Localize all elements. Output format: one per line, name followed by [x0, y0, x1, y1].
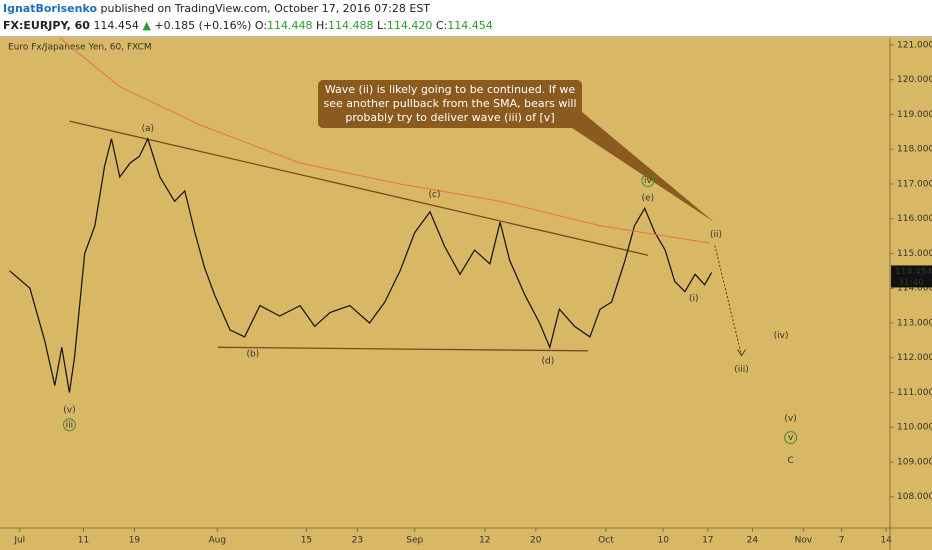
wave-label: iv	[644, 176, 653, 186]
ohlc-label: L:	[377, 19, 387, 32]
x-tick-label: 7	[839, 536, 845, 546]
y-tick-label: 116.000	[897, 214, 932, 224]
ohlc-label: O:	[254, 19, 268, 32]
low: L:114.420	[377, 19, 432, 32]
wave-label: iii	[66, 420, 74, 430]
y-tick-label: 120.000	[897, 75, 932, 85]
ohlc-label: C:	[435, 19, 448, 32]
price-tag	[891, 265, 932, 288]
wave-label: (b)	[247, 350, 260, 360]
wave-label: (c)	[428, 190, 440, 200]
y-tick-label: 117.000	[897, 179, 932, 189]
x-tick-label: Sep	[406, 536, 423, 546]
x-tick-label: 11	[78, 536, 89, 546]
x-tick-label: Aug	[208, 536, 226, 546]
callout-tail	[560, 112, 715, 223]
x-tick-label: 20	[530, 536, 542, 546]
author[interactable]: IgnatBorisenko	[3, 2, 98, 15]
wave-label: (e)	[642, 193, 655, 203]
wave-label: (iii)	[734, 365, 749, 375]
trendline	[69, 120, 649, 256]
y-tick-label: 113.000	[897, 318, 932, 328]
x-tick-label: 15	[301, 536, 312, 546]
y-tick-label: 112.000	[897, 353, 932, 363]
close: C:114.454	[436, 19, 493, 32]
projection-arrow	[714, 245, 743, 356]
x-tick-label: 19	[129, 536, 141, 546]
high: H:114.488	[316, 19, 373, 32]
x-tick-label: Oct	[598, 536, 614, 546]
wave-label: (v)	[63, 405, 75, 415]
x-tick-label: Jul	[13, 536, 25, 546]
label-circle	[62, 418, 76, 432]
x-tick-label: 14	[880, 536, 892, 546]
chart-title: Euro Fx/Japanese Yen, 60, FXCM	[8, 43, 152, 53]
x-tick-label: 10	[657, 536, 669, 546]
y-tick-label: 119.000	[897, 110, 932, 120]
callout: Wave (ii) is likely going to be continue…	[318, 80, 582, 128]
x-tick-label: 23	[352, 536, 363, 546]
series-line	[9, 137, 713, 393]
x-tick-label: 17	[702, 536, 713, 546]
symbol: FX:EURJPY, 60	[3, 19, 90, 32]
y-tick-label: 114.000	[897, 284, 932, 294]
open: O:114.448	[255, 19, 313, 32]
wave-label: (v)	[784, 414, 796, 424]
y-tick-label: 109.000	[897, 457, 932, 467]
header: IgnatBorisenko published on TradingView.…	[0, 0, 932, 37]
ohlc-value: 114.420	[386, 19, 433, 32]
label-circle	[641, 173, 655, 187]
y-tick-label: 121.000	[897, 40, 932, 50]
wave-label: (iv)	[774, 331, 789, 341]
series-line	[59, 37, 710, 244]
x-tick-label: Nov	[795, 536, 813, 546]
wave-label: v	[788, 433, 794, 443]
change: +0.185 (+0.16%)	[154, 19, 252, 32]
arrowhead	[737, 349, 746, 357]
y-tick-label: 108.000	[897, 492, 932, 502]
wave-label: (ii)	[710, 230, 722, 240]
y-tick-label: 110.000	[897, 423, 932, 433]
published: published on TradingView.com, October 17…	[100, 2, 431, 15]
y-tick-label: 115.000	[897, 249, 932, 259]
ohlc-label: H:	[316, 19, 329, 32]
wave-label: C	[787, 456, 793, 466]
trendline	[217, 346, 589, 352]
y-tick-label: 118.000	[897, 145, 932, 155]
arrow: ▲	[142, 19, 151, 32]
countdown: 31:40	[898, 278, 924, 288]
wave-label: (a)	[142, 124, 155, 134]
ohlc-value: 114.488	[328, 19, 374, 32]
y-tick-label: 111.000	[897, 388, 932, 398]
quote-line: FX:EURJPY, 60 114.454 ▲ +0.185 (+0.16%) …	[0, 17, 932, 34]
last: 114.454	[93, 19, 139, 32]
wave-label: (i)	[689, 294, 699, 304]
ohlc-value: 114.454	[447, 19, 493, 32]
publish-line: IgnatBorisenko published on TradingView.…	[0, 0, 932, 17]
ohlc-value: 114.448	[267, 19, 313, 32]
label-circle	[784, 431, 798, 445]
x-tick-label: 12	[479, 536, 490, 546]
price-tag-label: 114.454	[895, 267, 932, 277]
x-tick-label: 24	[747, 536, 759, 546]
wave-label: (d)	[542, 357, 555, 367]
